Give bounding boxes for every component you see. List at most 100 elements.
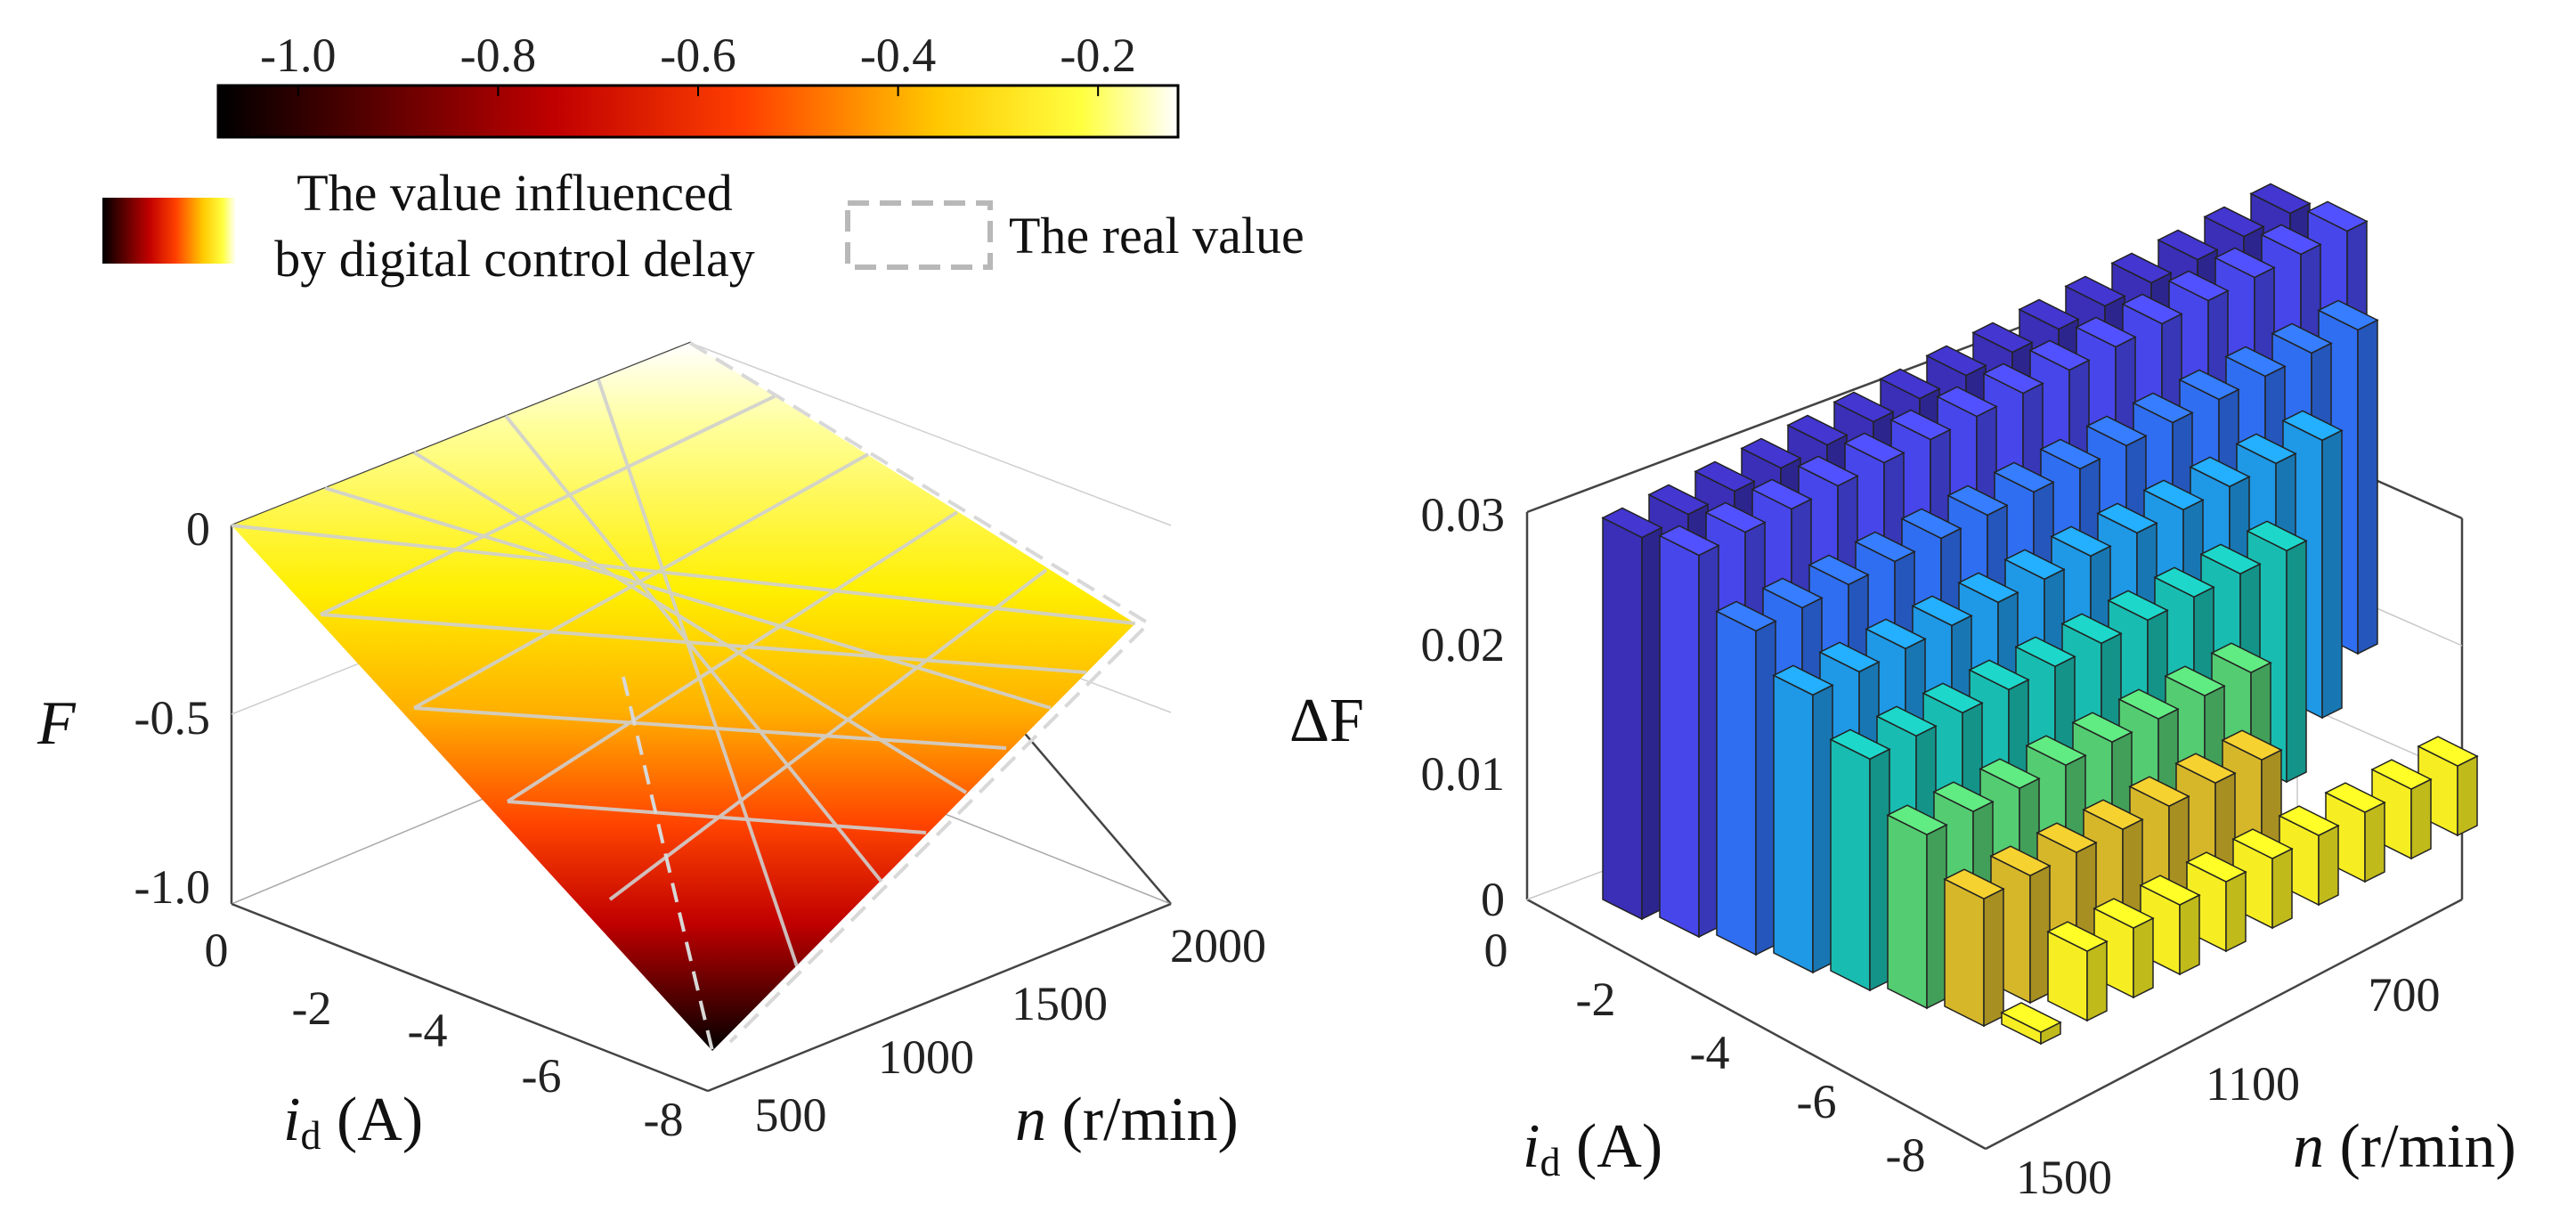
bar	[1601, 507, 1663, 921]
bar-side-face	[1926, 824, 1947, 1010]
legend-gradient-label-line1: The value influenced	[297, 164, 733, 222]
surface-y-tick: 1500	[1012, 977, 1108, 1030]
bar	[1829, 728, 1891, 992]
bar-z-label: ΔF	[1289, 687, 1364, 755]
bar-top-face	[1922, 682, 1984, 714]
bar-top-face	[1936, 386, 1998, 418]
bar-side-face	[2029, 864, 2051, 1005]
colorbar-tick-label: -1.0	[260, 28, 336, 82]
bar-top-face	[1886, 804, 1948, 836]
bar-front-floor-left	[1526, 898, 1987, 1151]
bar-top-face	[1932, 781, 1995, 813]
bar-top-face	[1829, 728, 1891, 761]
bar-top-face	[1808, 554, 1870, 586]
bar-plot: 0 0.01 0.02 0.03 ΔF 0 -2 -4 -6 -8 id (A)…	[1289, 183, 2516, 1204]
bar	[1658, 525, 1720, 939]
bar-top-face	[2235, 433, 2297, 465]
colorbar-tick-label: -0.6	[660, 28, 735, 82]
surface-y-tick: 1000	[878, 1030, 974, 1084]
bar-x-label-sub: d	[1540, 1139, 1560, 1184]
legend-dashed-swatch	[845, 200, 993, 270]
bar-top-face	[2064, 275, 2126, 307]
bar	[2370, 759, 2433, 860]
bar-x-label-symbol: i	[1523, 1112, 1540, 1181]
bar-top-face	[1879, 368, 1941, 400]
bar-top-face	[2185, 851, 2247, 883]
bar-front-face	[1887, 814, 1928, 1010]
legend-gradient-label-line2: by digital control delay	[274, 230, 755, 288]
bar-top-face	[1854, 531, 1916, 563]
bar-front-face	[1602, 517, 1643, 921]
bar-top-face	[2096, 502, 2158, 534]
bar-top-face	[2164, 665, 2226, 697]
bar-top-face	[2000, 1002, 2062, 1033]
bar-top-face	[2117, 688, 2180, 720]
bar-top-face	[2046, 921, 2109, 952]
bar-top-face	[2203, 206, 2265, 238]
bar-top-face	[2075, 316, 2137, 348]
bar-front-face	[1659, 534, 1700, 939]
bar-top-face	[1865, 618, 1927, 650]
bar-top-face	[2167, 270, 2230, 302]
bar-top-face	[2271, 322, 2333, 354]
bar-y-label: n (r/min)	[2293, 1112, 2516, 1181]
bar-x-ticks: 0 -2 -4 -6 -8	[1484, 924, 1926, 1182]
surface	[231, 341, 1152, 1052]
bar-top-face	[2085, 415, 2148, 447]
mesh-line	[413, 452, 869, 710]
legend: The value influenced by digital control …	[102, 164, 1304, 288]
bar-top-face	[1982, 362, 2044, 395]
bar-top-face	[2157, 229, 2219, 261]
bar-z-tick: 0.02	[1421, 618, 1506, 671]
bar-top-face	[2324, 782, 2386, 813]
bar-x-tick: 0	[1484, 924, 1508, 977]
bar-top-face	[2121, 293, 2183, 325]
bar-top-face	[1875, 705, 1938, 737]
colorbar: -1.0 -0.8 -0.6 -0.4 -0.2	[216, 28, 1180, 139]
bar-top-face	[1911, 595, 1973, 627]
bar-top-face	[1704, 501, 1767, 533]
mesh-line	[597, 378, 799, 967]
surface-y-label-symbol: n	[1015, 1086, 1046, 1154]
bar-top-face	[1843, 432, 1906, 464]
bar-y-label-symbol: n	[2293, 1112, 2324, 1181]
bar-top-face	[2139, 875, 2201, 906]
bar-top-face	[2317, 299, 2379, 331]
bar-side-face	[1698, 544, 1719, 939]
bar-top-face	[2278, 805, 2340, 836]
bar-y-tick: 1100	[2206, 1057, 2300, 1111]
bar-top-face	[1946, 484, 2009, 517]
bar-top-face	[1694, 460, 1756, 492]
surface-x-label: id (A)	[283, 1086, 423, 1158]
mesh-line	[412, 451, 968, 794]
bar-top-face	[2128, 776, 2190, 808]
bar-side-face	[1983, 887, 2004, 1028]
bar-side-face	[1869, 748, 1890, 992]
bar-side-face	[2133, 916, 2154, 999]
bar-top-face	[2231, 828, 2294, 859]
bar-side-face	[2410, 777, 2432, 860]
bar-top-face	[1797, 455, 1859, 487]
bar-top-face	[2014, 636, 2076, 668]
bar-top-face	[2036, 822, 2098, 854]
bar-top-face	[1989, 845, 2052, 877]
surface-mesh	[231, 378, 1136, 967]
bar-z-tick: 0.03	[1421, 488, 1506, 541]
bar	[2324, 782, 2386, 883]
bar-top-face	[2025, 735, 2087, 767]
surface-patch	[232, 343, 1135, 1051]
bar-top-face	[2039, 438, 2101, 470]
bar-front-face	[1773, 674, 1814, 974]
bar-side-face	[2357, 319, 2378, 655]
bar	[1715, 600, 1777, 956]
bar-x-tick: -4	[1690, 1026, 1730, 1079]
bar-top-face	[2092, 898, 2155, 929]
mesh-line	[320, 613, 1087, 674]
bar-side-face	[2286, 540, 2307, 784]
bar-top-face	[2281, 410, 2344, 442]
bar-top-face	[2221, 729, 2283, 761]
surface-x-tick: 0	[205, 924, 229, 977]
bars	[1601, 183, 2479, 1046]
bar-top-face	[1818, 641, 1881, 673]
bar-x-tick: -8	[1886, 1128, 1926, 1182]
